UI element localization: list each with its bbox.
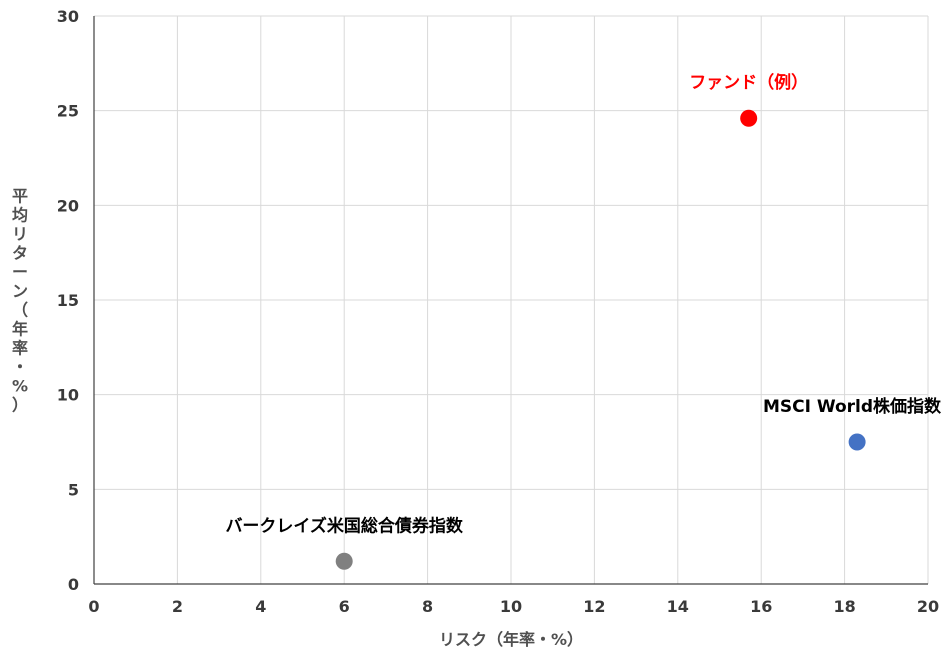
x-tick-label: 0 (88, 597, 99, 616)
x-tick-label: 8 (422, 597, 433, 616)
data-points (335, 109, 866, 570)
grid-lines (94, 15, 929, 584)
point-label: ファンド（例） (689, 72, 808, 93)
y-tick-label: 10 (57, 386, 79, 405)
y-tick-label: 20 (57, 196, 79, 215)
x-tick-label: 2 (172, 597, 183, 616)
y-tick-label: 30 (57, 7, 79, 26)
y-tick-label: 5 (68, 480, 79, 499)
x-tick-label: 4 (255, 597, 266, 616)
y-axis-title: 平均リターン（年率・%） (12, 187, 28, 415)
point-label: MSCI World株価指数 (763, 396, 941, 417)
data-point (848, 433, 866, 451)
x-tick-label: 20 (917, 597, 939, 616)
point-label: バークレイズ米国総合債券指数 (225, 515, 463, 536)
data-point (335, 552, 353, 570)
tick-labels: 0 2 4 6 8 10 12 14 16 18 20 0 5 10 15 20 25 30 (57, 7, 939, 616)
x-tick-label: 18 (833, 597, 855, 616)
x-tick-label: 16 (750, 597, 772, 616)
x-tick-label: 14 (667, 597, 689, 616)
x-axis-title: リスク（年率・%） (439, 630, 583, 649)
axes (93, 16, 928, 585)
data-point (740, 109, 758, 127)
x-tick-label: 10 (500, 597, 522, 616)
y-tick-label: 0 (68, 575, 79, 594)
x-tick-label: 6 (339, 597, 350, 616)
x-tick-label: 12 (583, 597, 605, 616)
y-tick-label: 15 (57, 291, 79, 310)
y-tick-label: 25 (57, 102, 79, 121)
